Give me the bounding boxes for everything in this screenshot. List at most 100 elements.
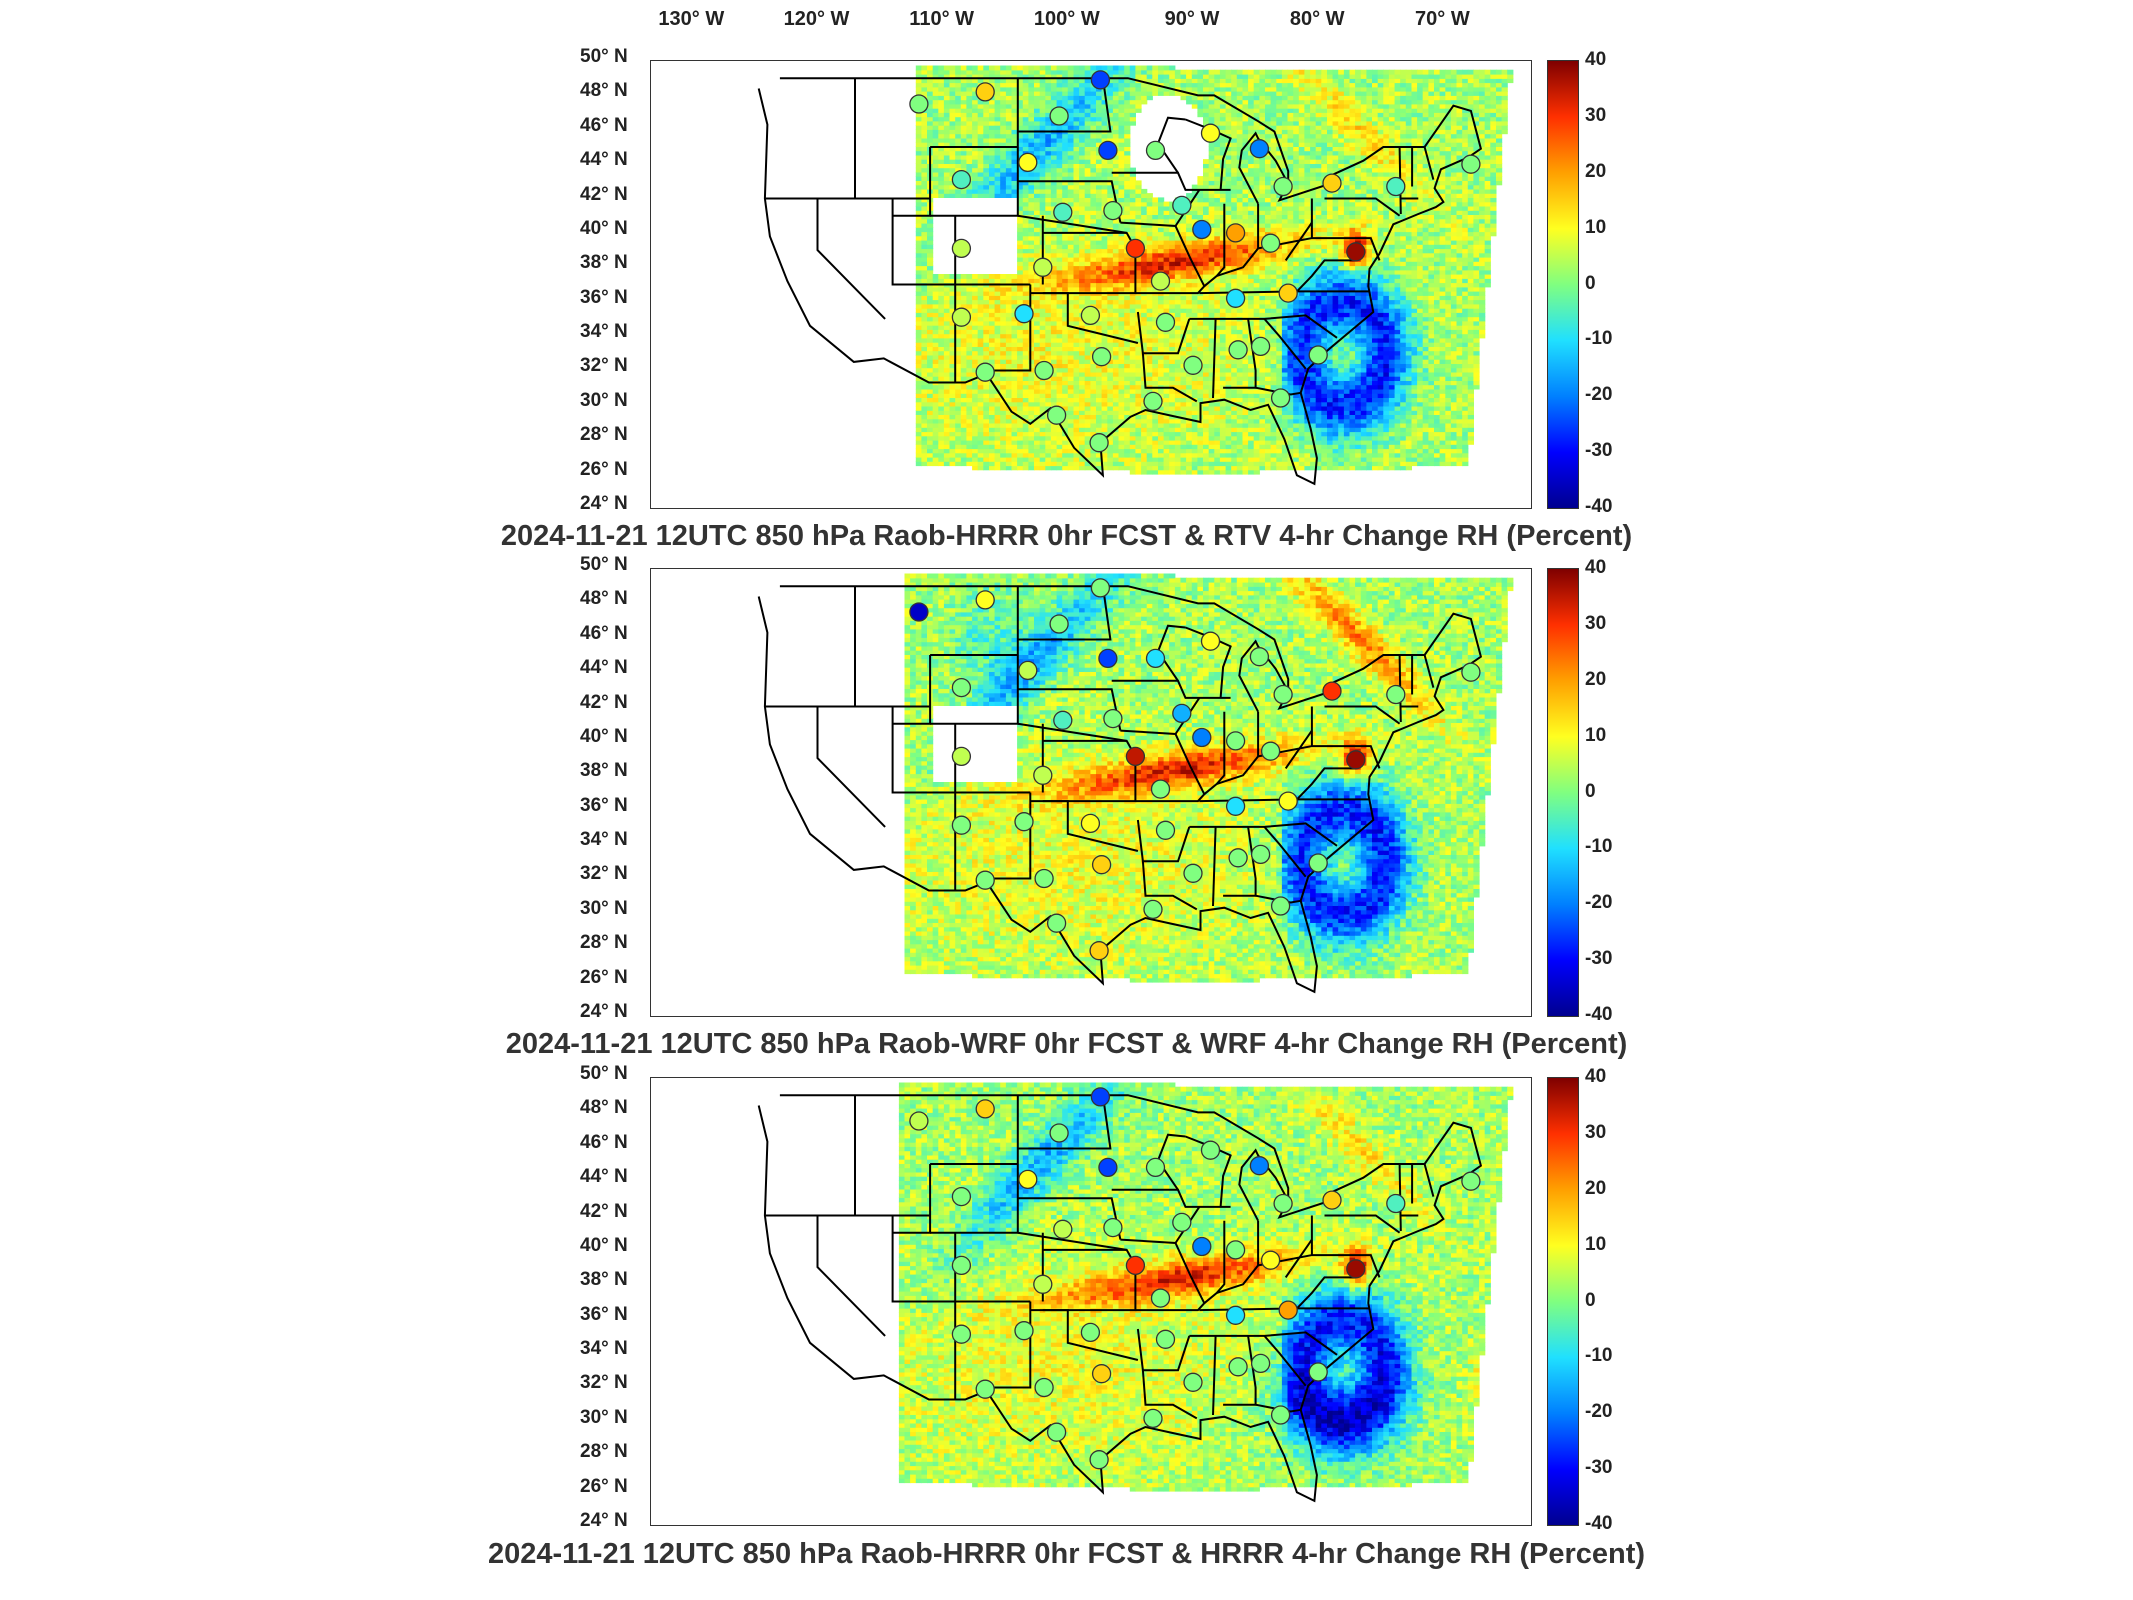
latitude-tick-label: 34° N bbox=[580, 321, 628, 343]
raob-station-marker bbox=[909, 94, 929, 114]
raob-station-marker bbox=[1172, 1212, 1192, 1233]
raob-station-marker bbox=[1125, 746, 1146, 767]
raob-station-marker bbox=[1014, 1321, 1034, 1341]
raob-station-marker bbox=[1278, 1300, 1298, 1320]
raob-station-marker bbox=[1091, 855, 1112, 875]
raob-station-marker bbox=[1273, 1193, 1293, 1214]
colorbar-tick-label: -10 bbox=[1585, 1345, 1612, 1367]
longitude-tick-label: 110° W bbox=[909, 8, 974, 31]
colorbar-tick-label: 30 bbox=[1585, 1122, 1606, 1144]
raob-station-marker bbox=[1278, 791, 1298, 811]
latitude-tick-label: 36° N bbox=[580, 795, 628, 817]
latitude-tick-label: 44° N bbox=[580, 149, 628, 171]
raob-station-marker bbox=[1461, 1171, 1481, 1191]
raob-station-marker bbox=[1033, 765, 1053, 785]
latitude-tick-label: 50° N bbox=[580, 554, 628, 576]
raob-station-marker bbox=[951, 1186, 972, 1207]
raob-stations bbox=[909, 70, 1481, 453]
raob-station-marker bbox=[1461, 662, 1481, 682]
longitude-tick-label: 120° W bbox=[784, 8, 850, 31]
raob-station-marker bbox=[1090, 1087, 1111, 1107]
raob-station-marker bbox=[1308, 1362, 1328, 1382]
latitude-tick-label: 48° N bbox=[580, 80, 628, 102]
latitude-tick-label: 34° N bbox=[580, 829, 628, 851]
raob-station-marker bbox=[1046, 913, 1067, 933]
latitude-tick-label: 46° N bbox=[580, 1132, 628, 1154]
raob-station-marker bbox=[1192, 727, 1212, 748]
map-panel-2: 50° N 48° N 46° N 44° N 42° N 40° N 38° N 36° N… bbox=[0, 554, 2133, 1083]
raob-station-marker bbox=[1053, 202, 1073, 222]
raob-station-marker bbox=[1145, 140, 1166, 161]
raob-station-marker bbox=[1308, 345, 1328, 365]
latitude-tick-label: 36° N bbox=[580, 287, 628, 309]
state-boundaries bbox=[757, 585, 1483, 994]
raob-station-marker bbox=[1228, 848, 1248, 868]
raob-station-marker bbox=[1225, 1305, 1246, 1325]
raob-station-marker bbox=[1183, 1372, 1203, 1392]
raob-station-marker bbox=[1049, 614, 1069, 634]
longitude-tick-label: 70° W bbox=[1415, 8, 1470, 31]
latitude-tick-label: 40° N bbox=[580, 218, 628, 240]
raob-station-marker bbox=[1225, 223, 1246, 243]
raob-station-marker bbox=[1155, 820, 1176, 840]
raob-station-marker bbox=[909, 602, 929, 622]
raob-station-marker bbox=[1034, 868, 1054, 889]
colorbar bbox=[1547, 60, 1579, 509]
rh-change-shading bbox=[904, 573, 1514, 983]
raob-station-marker bbox=[1080, 1322, 1101, 1343]
raob-station-marker bbox=[1225, 1240, 1246, 1260]
colorbar-tick-label: -30 bbox=[1585, 948, 1612, 970]
raob-station-marker bbox=[1200, 1140, 1221, 1160]
colorbar-tick-label: -20 bbox=[1585, 384, 1612, 406]
rh-change-shading bbox=[915, 65, 1514, 475]
raob-station-marker bbox=[1260, 233, 1281, 253]
raob-station-marker bbox=[1386, 176, 1406, 197]
colorbar-tick-label: 0 bbox=[1585, 273, 1596, 295]
panel-title: 2024-11-21 12UTC 850 hPa Raob-HRRR 0hr F… bbox=[0, 520, 2133, 553]
raob-station-marker bbox=[1346, 750, 1366, 770]
raob-station-marker bbox=[1046, 405, 1067, 425]
raob-station-marker bbox=[1228, 340, 1248, 360]
raob-station-marker bbox=[1155, 312, 1176, 332]
raob-station-marker bbox=[1014, 304, 1034, 324]
colorbar-tick-label: -40 bbox=[1585, 1004, 1612, 1026]
raob-station-marker bbox=[1250, 1353, 1271, 1374]
longitude-tick-label: 90° W bbox=[1165, 8, 1220, 31]
raob-station-marker bbox=[1183, 863, 1203, 883]
latitude-tick-label: 30° N bbox=[580, 1407, 628, 1429]
raob-station-marker bbox=[1225, 731, 1246, 751]
latitude-tick-label: 50° N bbox=[580, 46, 628, 68]
raob-station-marker bbox=[1322, 173, 1342, 193]
raob-station-marker bbox=[1200, 631, 1221, 651]
raob-station-marker bbox=[1098, 140, 1118, 161]
raob-station-marker bbox=[1091, 347, 1112, 367]
latitude-tick-label: 44° N bbox=[580, 1166, 628, 1188]
raob-station-marker bbox=[1034, 1377, 1054, 1398]
rh-change-field bbox=[757, 65, 1514, 486]
colorbar bbox=[1547, 568, 1579, 1017]
raob-station-marker bbox=[975, 1379, 995, 1399]
raob-station-marker bbox=[975, 82, 995, 102]
colorbar-tick-label: 30 bbox=[1585, 105, 1606, 127]
rh-change-field bbox=[757, 573, 1514, 994]
raob-station-marker bbox=[1278, 283, 1298, 303]
raob-station-marker bbox=[1200, 123, 1221, 143]
raob-station-marker bbox=[1080, 305, 1101, 326]
raob-station-marker bbox=[1091, 1364, 1112, 1384]
raob-station-marker bbox=[1172, 195, 1192, 216]
colorbar-tick-label: -20 bbox=[1585, 1401, 1612, 1423]
colorbar-tick-label: 40 bbox=[1585, 557, 1606, 579]
latitude-tick-label: 28° N bbox=[580, 932, 628, 954]
raob-station-marker bbox=[1346, 242, 1366, 262]
raob-station-marker bbox=[1192, 1236, 1212, 1257]
raob-station-marker bbox=[1018, 660, 1038, 681]
raob-station-marker bbox=[1225, 288, 1246, 308]
colorbar bbox=[1547, 1077, 1579, 1526]
raob-station-marker bbox=[1260, 1250, 1281, 1270]
raob-station-marker bbox=[1089, 433, 1109, 453]
latitude-tick-label: 34° N bbox=[580, 1338, 628, 1360]
raob-stations bbox=[909, 578, 1481, 961]
raob-station-marker bbox=[1386, 684, 1406, 705]
raob-station-marker bbox=[1103, 200, 1123, 221]
panel-title: 2024-11-21 12UTC 850 hPa Raob-HRRR 0hr F… bbox=[0, 1538, 2133, 1571]
